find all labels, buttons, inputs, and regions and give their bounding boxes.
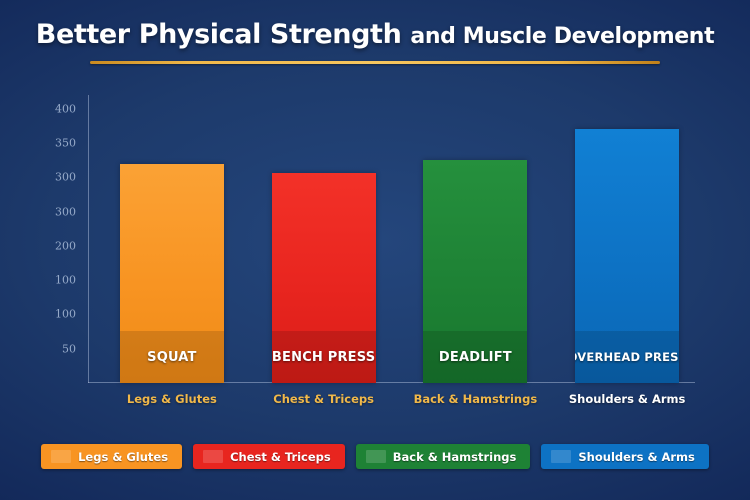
bar-shoulders-arms[interactable]: OVERHEAD PRESS <box>575 129 680 383</box>
legend-swatch-icon <box>365 450 386 463</box>
bar-fill <box>575 129 680 383</box>
bar-label-band: DEADLIFT <box>423 331 528 383</box>
legend-item-2[interactable]: Back & Hamstrings <box>355 444 531 469</box>
y-axis-tick-6: 100 <box>55 307 76 321</box>
legend-label: Chest & Triceps <box>230 449 331 464</box>
bar-fill <box>119 163 224 383</box>
bar-back-hamstrings[interactable]: DEADLIFT <box>423 160 528 383</box>
legend-swatch-icon <box>551 450 572 463</box>
y-axis-tick-4: 200 <box>55 239 76 253</box>
bar-fill <box>423 160 528 383</box>
legend-label: Back & Hamstrings <box>392 449 517 464</box>
x-axis-label-1: Chest & Triceps <box>273 392 374 406</box>
bar-value-label: BENCH PRESS <box>271 349 376 365</box>
title-main: Better Physical Strength <box>35 19 402 50</box>
title-tail: and Muscle Development <box>410 24 715 49</box>
legend-swatch-icon <box>51 450 72 463</box>
legend-item-1[interactable]: Chest & Triceps <box>193 444 345 469</box>
title-block: Better Physical Strength and Muscle Deve… <box>0 18 750 64</box>
legend-item-3[interactable]: Shoulders & Arms <box>541 444 709 469</box>
legend-label: Legs & Glutes <box>78 449 169 464</box>
bar-label-band: SQUAT <box>119 331 224 383</box>
plot-area: 400 350 300 300 200 100 100 50 SQUAT BENCH PRESS… <box>55 95 695 383</box>
legend-label: Shoulders & Arms <box>578 449 695 464</box>
bar-fill <box>271 172 376 383</box>
y-axis-line <box>88 95 89 383</box>
bar-label-band: OVERHEAD PRESS <box>575 331 680 383</box>
y-axis-tick-0: 400 <box>55 102 76 116</box>
legend-swatch-icon <box>203 450 224 463</box>
chart-legend: Legs & Glutes Chest & Triceps Back & Hamst… <box>0 444 750 469</box>
y-axis-tick-7: 50 <box>62 342 76 356</box>
legend-item-0[interactable]: Legs & Glutes <box>41 444 183 469</box>
bar-chest-triceps[interactable]: BENCH PRESS <box>271 172 376 383</box>
x-axis-line <box>88 382 695 383</box>
bar-label-band: BENCH PRESS <box>271 331 376 383</box>
bar-value-label: OVERHEAD PRESS <box>575 350 679 364</box>
page-title: Better Physical Strength and Muscle Deve… <box>0 18 750 54</box>
y-axis-tick-5: 100 <box>55 273 76 287</box>
y-axis-tick-1: 350 <box>55 136 76 150</box>
x-axis-label-2: Back & Hamstrings <box>413 392 538 406</box>
y-axis-tick-2: 300 <box>55 170 76 184</box>
y-axis-tick-3: 300 <box>55 205 76 219</box>
bar-legs-glutes[interactable]: SQUAT <box>119 163 224 383</box>
x-axis-label-3: Shoulders & Arms <box>568 392 686 406</box>
bar-value-label: SQUAT <box>147 349 197 365</box>
bar-value-label: DEADLIFT <box>438 349 512 365</box>
x-axis-label-0: Legs & Glutes <box>126 392 217 406</box>
title-underline <box>90 61 660 64</box>
